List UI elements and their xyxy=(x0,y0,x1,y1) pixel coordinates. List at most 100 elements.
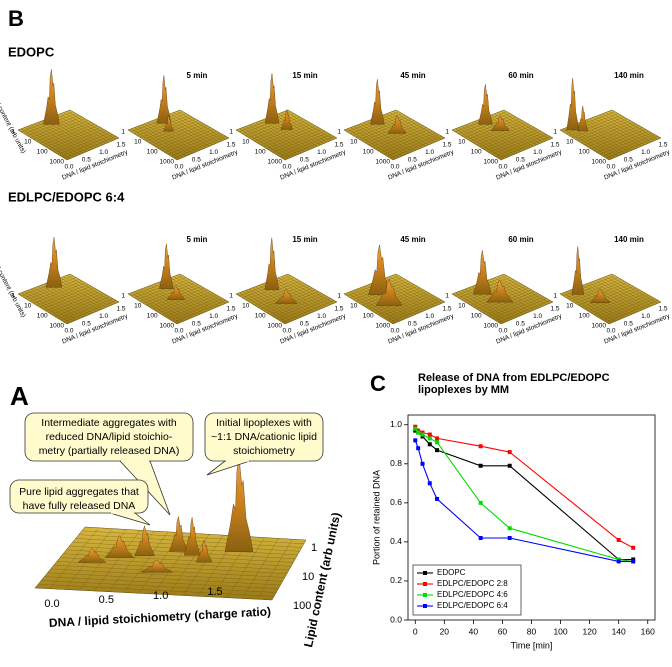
y-tick-label: 1 xyxy=(11,129,15,136)
surface-mesh xyxy=(60,277,110,307)
data-point xyxy=(420,461,425,466)
surface-mesh xyxy=(248,116,301,138)
surface-mesh xyxy=(24,277,77,298)
x-tick-label: 0.0 xyxy=(282,164,291,171)
row-title: EDLPC/EDOPC 6:4 xyxy=(8,189,125,204)
surface-floor xyxy=(451,109,554,161)
surface-floor xyxy=(17,109,120,161)
y-tick-label: 10 xyxy=(134,303,142,310)
surface-peak xyxy=(478,84,493,125)
surface-mesh xyxy=(368,123,421,146)
surface-peak xyxy=(45,237,63,288)
surface-peak xyxy=(224,456,254,552)
surface-mesh xyxy=(584,123,637,146)
data-point xyxy=(507,463,512,468)
surface-mesh xyxy=(598,114,649,144)
y-tick-label: 1000 xyxy=(592,159,607,166)
x-tick-label: 1.5 xyxy=(226,142,235,149)
x-tick-label: 1.0 xyxy=(99,313,108,320)
y-tick-label: 100 xyxy=(147,313,158,320)
surface-mesh xyxy=(163,116,213,146)
x-tick-label: 1.0 xyxy=(641,313,650,320)
x-tick-label: 1.5 xyxy=(550,306,559,313)
surface-mesh xyxy=(362,120,415,142)
x-tick-label: 0.0 xyxy=(390,164,399,171)
y-axis-label: Portion of retained DNA xyxy=(371,470,381,565)
surface-mesh xyxy=(69,545,296,559)
surface-mesh xyxy=(566,113,619,134)
surface-peak xyxy=(280,109,294,130)
surface-mesh xyxy=(494,277,544,307)
surface-peak xyxy=(387,114,407,134)
x-tick-label: 0.5 xyxy=(192,156,201,163)
y-tick-label: 1 xyxy=(337,293,341,300)
y-tick-label: 100 xyxy=(471,313,482,320)
callout-text: Initial lipoplexes with xyxy=(216,417,312,429)
surface-peak xyxy=(105,535,135,558)
y-tick-label: 1.0 xyxy=(390,419,402,429)
surface-mesh xyxy=(36,120,89,142)
y-tick-label: 1000 xyxy=(160,159,175,166)
surface-mesh xyxy=(30,280,83,302)
x-tick-label: 0.0 xyxy=(64,328,73,335)
surface-peak xyxy=(264,73,280,124)
y-tick-label: 1000 xyxy=(592,323,607,330)
x-tick-label: 1.5 xyxy=(334,142,343,149)
callout-text: Pure lipid aggregates that xyxy=(19,486,139,498)
surface-mesh xyxy=(500,275,550,304)
data-point xyxy=(631,545,636,550)
y-tick-label: 100 xyxy=(37,313,48,320)
surface-mesh xyxy=(274,278,325,308)
surface-mesh xyxy=(602,113,652,143)
surface-mesh xyxy=(166,114,217,144)
y-tick-label: 1 xyxy=(229,129,233,136)
y-tick-label: 10 xyxy=(24,303,32,310)
surface-mesh xyxy=(608,111,658,140)
time-label: 45 min xyxy=(400,235,425,244)
surface-mesh xyxy=(170,277,220,307)
panel-label: A xyxy=(10,381,29,411)
legend-marker xyxy=(423,571,427,575)
time-label: 15 min xyxy=(292,235,317,244)
surface-peak xyxy=(139,559,174,573)
y-tick-label: 100 xyxy=(293,600,311,612)
x-tick-label: 1.0 xyxy=(533,149,542,156)
surface-peak xyxy=(156,75,172,124)
surface-mesh xyxy=(66,549,294,563)
surface-peak xyxy=(134,525,155,556)
callout-text: ~1:1 DNA/cationic lipid xyxy=(211,431,317,443)
surface-mesh xyxy=(152,123,205,146)
surface-mesh xyxy=(500,111,550,140)
surface-mesh xyxy=(497,112,547,141)
y-tick-label: 10 xyxy=(350,139,358,146)
x-axis-label: Time [min] xyxy=(511,640,553,650)
surface-mesh xyxy=(487,280,537,310)
y-tick-label: 100 xyxy=(37,149,48,156)
y-tick-label: 1 xyxy=(121,293,125,300)
x-tick-label: 0.0 xyxy=(606,328,615,335)
y-tick-label: 0.0 xyxy=(390,614,402,624)
surface-mesh xyxy=(42,123,95,146)
surface-floor xyxy=(559,273,662,325)
y-tick-label: 10 xyxy=(458,303,466,310)
time-label: 140 min xyxy=(614,235,644,244)
x-tick-label: 0.5 xyxy=(408,320,417,327)
surface-mesh xyxy=(176,275,226,304)
x-tick-label: 0.0 xyxy=(44,598,59,610)
surface-mesh xyxy=(281,112,331,141)
data-point xyxy=(435,448,440,453)
surface-mesh xyxy=(39,122,92,144)
y-tick-label: 1 xyxy=(553,129,557,136)
surface-mesh xyxy=(254,120,307,142)
surface-peak xyxy=(490,115,510,131)
surface-mesh xyxy=(278,277,328,307)
x-axis-label: DNA / lipid stoichiometry (charge ratio) xyxy=(49,604,272,630)
legend-label: EDLPC/EDOPC 2:8 xyxy=(437,579,508,588)
surface-mesh xyxy=(265,118,315,148)
y-tick-label: 10 xyxy=(566,139,574,146)
surface-mesh xyxy=(464,116,517,138)
y-tick-label: 10 xyxy=(242,303,250,310)
y-tick-label: 1000 xyxy=(50,159,65,166)
surface-mesh xyxy=(131,275,184,297)
y-tick-label: 10 xyxy=(566,303,574,310)
